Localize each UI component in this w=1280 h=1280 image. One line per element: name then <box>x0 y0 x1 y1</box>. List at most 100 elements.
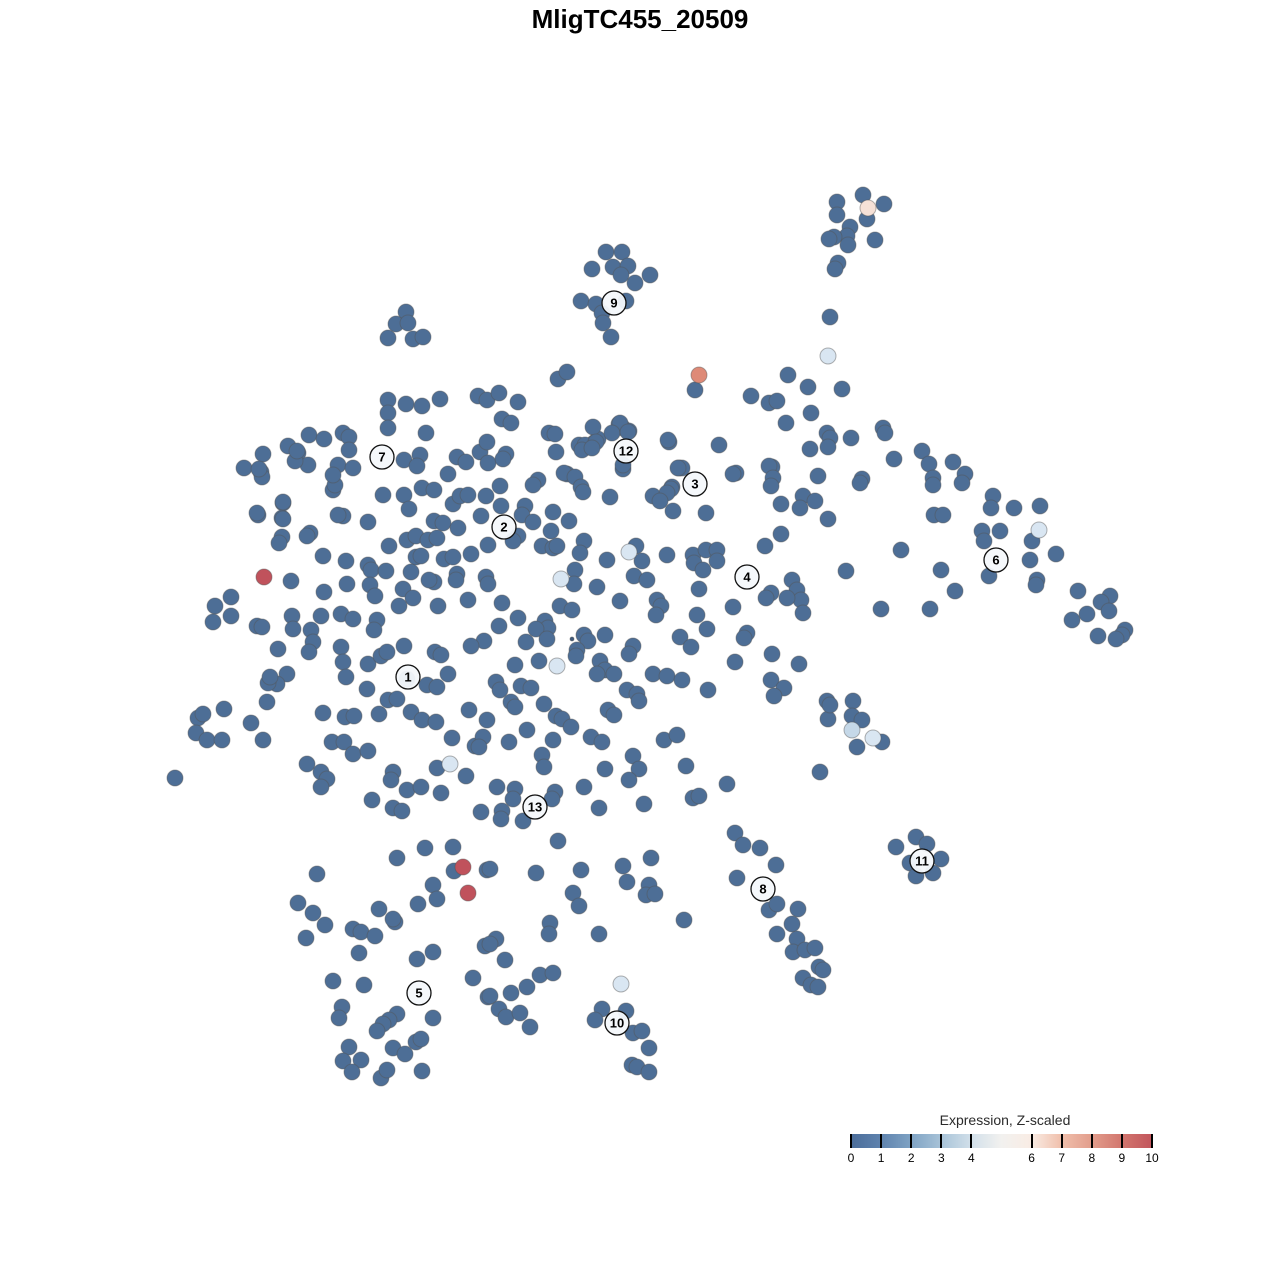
data-point-expression-low-blue <box>1089 627 1107 645</box>
data-point-expression-low-blue <box>382 771 400 789</box>
data-point-expression-low-blue <box>751 839 769 857</box>
data-point-expression-low-blue <box>490 617 508 635</box>
legend-gradient-bar <box>851 1134 1152 1148</box>
data-point-expression-low-blue <box>443 729 461 747</box>
data-point-expression-low-blue <box>496 951 514 969</box>
data-point-expression-low-blue <box>630 692 648 710</box>
data-point-expression-low-blue <box>872 600 890 618</box>
data-point-expression-low-blue <box>819 438 837 456</box>
data-point-expression-low-blue <box>362 561 380 579</box>
data-point-expression-low-blue <box>479 454 497 472</box>
data-point-expression-low-blue <box>334 1052 352 1070</box>
data-point-expression-low-blue <box>1100 602 1118 620</box>
data-point-expression-low-blue <box>821 308 839 326</box>
data-point-expression-low-blue <box>828 206 846 224</box>
data-point-expression-low-blue <box>370 705 388 723</box>
cluster-label-12: 12 <box>613 438 639 464</box>
data-point-expression-mid-salmon <box>690 366 708 384</box>
data-point-expression-low-blue <box>777 414 795 432</box>
data-point-expression-low-blue <box>671 628 689 646</box>
data-point-expression-low-blue <box>412 1030 430 1048</box>
data-point-expression-low-blue <box>651 492 669 510</box>
data-point-expression-low-blue <box>542 522 560 540</box>
data-point-expression-low-blue <box>809 467 827 485</box>
data-point-expression-low-blue <box>335 733 353 751</box>
data-point-expression-low-blue <box>718 775 736 793</box>
legend-tick <box>1030 1134 1033 1148</box>
data-point-expression-low-blue <box>619 423 637 441</box>
data-point-expression-low-blue <box>398 781 416 799</box>
data-point-expression-low-blue <box>312 778 330 796</box>
legend-tick-label: 6 <box>1028 1151 1035 1165</box>
data-point-expression-low-blue <box>791 499 809 517</box>
cluster-label-7: 7 <box>369 444 395 470</box>
data-point-expression-low-blue <box>404 589 422 607</box>
data-point-expression-low-blue <box>618 873 636 891</box>
data-point-expression-low-blue <box>420 571 438 589</box>
data-point-expression-low-blue <box>359 513 377 531</box>
data-point-expression-light-blue <box>620 543 638 561</box>
data-point-expression-low-blue <box>344 610 362 628</box>
data-point-expression-low-blue <box>697 504 715 522</box>
data-point-expression-light-blue <box>552 570 570 588</box>
data-point-expression-low-blue <box>460 701 478 719</box>
expression-legend: Expression, Z-scaled 0 1 2 3 4 6 7 8 9 10 <box>845 1112 1165 1172</box>
chart-title: MligTC455_20509 <box>531 4 749 34</box>
data-point-expression-low-blue <box>920 455 938 473</box>
data-point-expression-low-blue <box>315 583 333 601</box>
data-point-expression-low-blue <box>602 328 620 346</box>
data-point-expression-low-blue <box>690 580 708 598</box>
data-point-expression-low-blue <box>393 802 411 820</box>
legend-tick-label: 9 <box>1118 1151 1126 1165</box>
data-point-expression-low-blue <box>412 547 430 565</box>
data-point-tiny-dot <box>569 636 575 642</box>
data-point-expression-low-blue <box>358 680 376 698</box>
data-point-expression-low-blue <box>492 810 510 828</box>
data-point-expression-light-blue <box>441 755 459 773</box>
cluster-label-13: 13 <box>522 794 548 820</box>
data-point-expression-low-blue <box>254 731 272 749</box>
data-point-expression-low-blue <box>819 510 837 528</box>
data-point-expression-low-blue <box>408 457 426 475</box>
data-point-expression-low-blue <box>397 395 415 413</box>
data-point-expression-low-blue <box>324 466 342 484</box>
data-point-expression-low-blue <box>204 613 222 631</box>
data-point-expression-low-blue <box>583 439 601 457</box>
cluster-label-text: 10 <box>610 1016 624 1031</box>
data-point-expression-low-blue <box>605 706 623 724</box>
data-point-expression-low-blue <box>675 911 693 929</box>
legend-tick <box>970 1134 973 1148</box>
data-point-expression-low-blue <box>767 856 785 874</box>
data-point-expression-low-blue <box>806 492 824 510</box>
data-point-expression-light-blue <box>548 657 566 675</box>
data-point-expression-high-red <box>459 884 477 902</box>
legend-tick-label: 3 <box>937 1151 945 1165</box>
data-point-expression-low-blue <box>778 589 796 607</box>
data-point-expression-low-blue <box>690 787 708 805</box>
data-point-expression-low-blue <box>562 718 580 736</box>
data-point-expression-low-blue <box>567 647 585 665</box>
data-point-expression-low-blue <box>270 534 288 552</box>
data-point-expression-low-blue <box>222 588 240 606</box>
cluster-label-text: 4 <box>743 570 751 585</box>
data-point-expression-low-blue <box>479 575 497 593</box>
data-point-expression-low-blue <box>457 767 475 785</box>
data-point-expression-low-blue <box>620 771 638 789</box>
data-point-expression-low-blue <box>274 493 292 511</box>
data-point-expression-low-blue <box>590 799 608 817</box>
data-point-expression-low-blue <box>811 763 829 781</box>
data-point-expression-low-blue <box>814 961 832 979</box>
data-point-expression-low-blue <box>620 645 638 663</box>
data-point-expression-low-blue <box>664 502 682 520</box>
data-point-expression-low-blue <box>409 895 427 913</box>
data-point-expression-low-blue <box>517 633 535 651</box>
data-point-expression-low-blue <box>444 548 462 566</box>
data-point-expression-low-blue <box>658 667 676 685</box>
data-point-expression-low-blue <box>765 687 783 705</box>
data-point-expression-low-blue <box>518 721 536 739</box>
data-point-expression-low-blue <box>953 474 971 492</box>
data-point-expression-low-blue <box>379 404 397 422</box>
data-point-expression-low-blue <box>530 652 548 670</box>
legend-tick <box>1120 1134 1123 1148</box>
